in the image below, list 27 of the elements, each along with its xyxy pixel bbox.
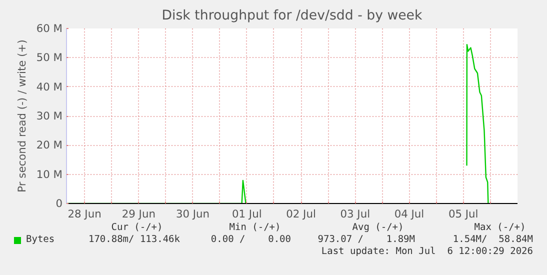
text: Min (-/+) [229,222,281,233]
y-tick-label: 30 M [36,110,63,122]
y-tick-label: 0 [56,197,63,210]
text: Last update: Mon Jul 6 12:00:29 2026 [321,246,533,257]
y-tick-label: 50 M [36,51,63,64]
y-tick-label: 20 M [36,138,63,152]
legend-label: Bytes [26,234,55,245]
x-tick-label: 30 Jun [176,208,210,220]
x-tick-label: 04 Jul [394,208,424,220]
x-tick-label: 05 Jul [448,208,478,220]
x-tick-label: 28 Jun [68,208,102,220]
x-tick-label: 03 Jul [340,208,370,220]
x-tick-label: 02 Jul [286,208,316,220]
y-tick-label: 40 M [36,80,63,94]
text: 973.07 / 1.89M [318,234,415,245]
text: 1.54M/ 58.84M [452,234,533,245]
y-tick-label: 10 M [36,168,63,181]
x-tick-label: 29 Jun [122,208,156,220]
text: 0.00 / 0.00 [210,234,291,245]
text: Avg (-/+) [352,222,404,233]
chart-title: Disk throughput for /dev/sdd - by week [162,8,423,24]
text: Cur (-/+) [111,222,163,233]
y-tick-label: 60 M [36,22,63,35]
x-tick-label: 01 Jul [232,208,262,220]
text: 170.88m/ 113.46k [88,234,180,245]
text: Max (-/+) [474,222,526,233]
y-axis-title: Pr second read (-) / write (+) [15,40,28,192]
